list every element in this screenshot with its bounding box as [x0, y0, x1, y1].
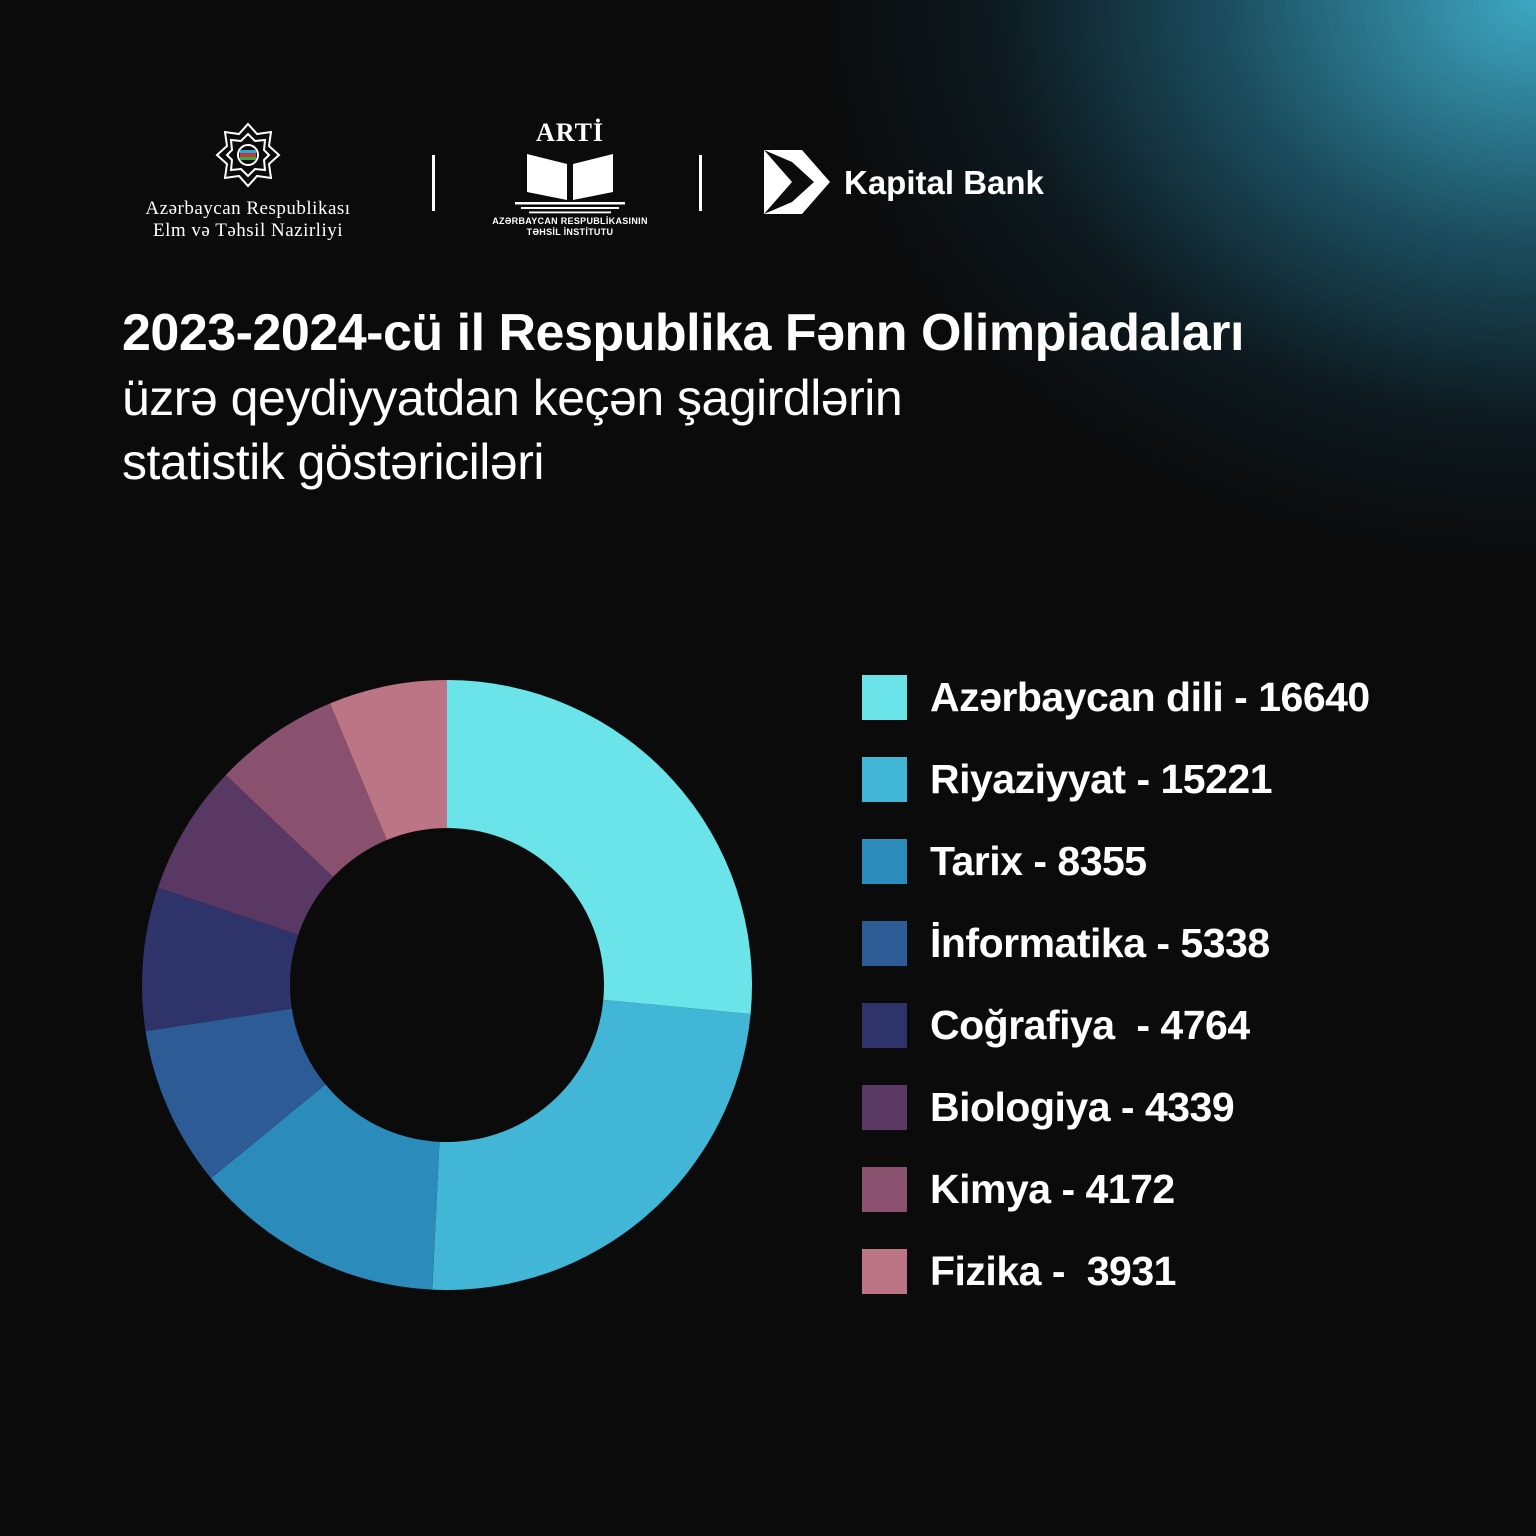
legend-swatch — [862, 1167, 907, 1212]
legend-swatch — [862, 1249, 907, 1294]
arti-subtitle-line2: TƏHSİL İNSTİTUTU — [526, 227, 614, 237]
ornament-emblem-icon — [215, 122, 281, 188]
title-line2: üzrə qeydiyyatdan keçən şagirdlərin — [122, 370, 903, 426]
donut-slice-1 — [447, 680, 752, 1014]
kapital-bank-logo: Kapital Bank — [762, 148, 1092, 218]
ministry-name-line1: Azərbaycan Respublikası — [145, 198, 351, 219]
legend-item: İnformatika - 5338 — [862, 918, 1502, 1000]
header-logos: Azərbaycan Respublikası Elm və Təhsil Na… — [0, 0, 1536, 260]
donut-slice-5 — [142, 887, 299, 1032]
logo-divider — [432, 155, 435, 211]
ministry-name-line2: Elm və Təhsil Nazirliyi — [152, 220, 344, 241]
donut-slice-8 — [330, 680, 447, 841]
legend-item: Fizika - 3931 — [862, 1246, 1502, 1328]
arti-title: ARTİ — [535, 118, 605, 147]
kapital-k-icon — [764, 150, 830, 214]
legend-item: Tarix - 8355 — [862, 836, 1502, 918]
legend-item: Riyaziyyat - 15221 — [862, 754, 1502, 836]
title-line1: 2023-2024-cü il Respublika Fənn Olimpiad… — [122, 304, 1244, 362]
legend-label: Fizika - 3931 — [930, 1248, 1176, 1294]
arti-subtitle-line1: AZƏRBAYCAN RESPUBLİKASININ — [492, 216, 648, 226]
legend-label: Riyaziyyat - 15221 — [930, 756, 1273, 802]
legend-item: Azərbaycan dili - 16640 — [862, 672, 1502, 754]
donut-slice-2 — [432, 999, 751, 1290]
donut-chart — [142, 680, 752, 1290]
logo-divider — [699, 155, 702, 211]
legend-swatch — [862, 1085, 907, 1130]
chart-legend: Azərbaycan dili - 16640 Riyaziyyat - 1522… — [862, 672, 1502, 1328]
legend-label: İnformatika - 5338 — [930, 920, 1270, 966]
legend-label: Coğrafiya - 4764 — [930, 1002, 1250, 1048]
legend-label: Biologiya - 4339 — [930, 1084, 1235, 1130]
title-line3: statistik göstəriciləri — [122, 434, 544, 490]
ministry-logo: Azərbaycan Respublikası Elm və Təhsil Na… — [118, 120, 378, 250]
legend-item: Kimya - 4172 — [862, 1164, 1502, 1246]
legend-swatch — [862, 1003, 907, 1048]
kapital-bank-name: Kapital Bank — [844, 164, 1044, 201]
open-book-icon — [515, 154, 625, 214]
legend-label: Kimya - 4172 — [930, 1166, 1175, 1212]
legend-swatch — [862, 757, 907, 802]
legend-swatch — [862, 839, 907, 884]
donut-slice-4 — [145, 1008, 326, 1179]
legend-label: Tarix - 8355 — [930, 838, 1147, 884]
page-title: 2023-2024-cü il Respublika Fənn Olimpiad… — [122, 300, 1442, 494]
legend-swatch — [862, 921, 907, 966]
arti-logo: ARTİ AZƏRBAYCAN RESPUBLİKASININ TƏHSİL İ… — [490, 118, 650, 253]
legend-item: Biologiya - 4339 — [862, 1082, 1502, 1164]
legend-swatch — [862, 675, 907, 720]
legend-item: Coğrafiya - 4764 — [862, 1000, 1502, 1082]
donut-slice-6 — [157, 774, 334, 935]
donut-slice-3 — [211, 1084, 440, 1290]
donut-slice-7 — [225, 703, 387, 877]
legend-label: Azərbaycan dili - 16640 — [930, 674, 1370, 720]
